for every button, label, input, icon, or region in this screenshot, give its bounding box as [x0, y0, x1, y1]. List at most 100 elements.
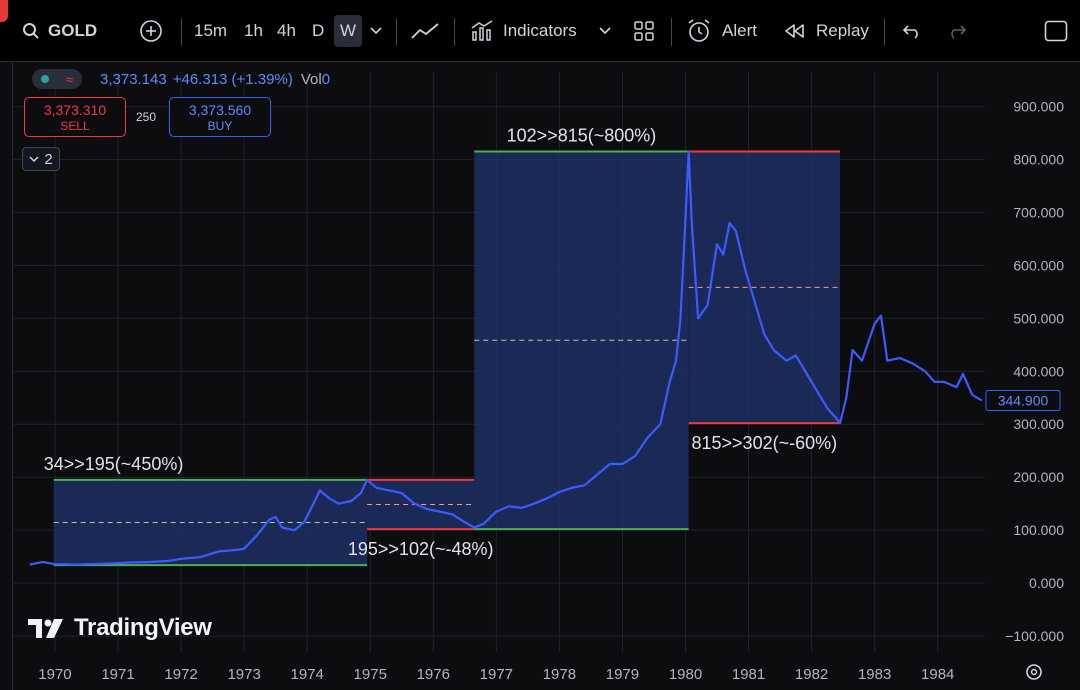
square-icon: [1044, 20, 1068, 42]
legend-price: 3,373.143: [100, 70, 167, 88]
legend-change: +46.313 (+1.39%): [172, 70, 293, 88]
compare-button[interactable]: [139, 0, 163, 62]
x-tick-label: 1975: [354, 666, 387, 683]
timeframe-d[interactable]: D: [312, 21, 325, 40]
fullscreen-button[interactable]: [1044, 0, 1068, 62]
last-price-label: 344.900: [998, 392, 1049, 408]
buy-label: BUY: [207, 119, 233, 133]
notification-marker: [0, 0, 8, 22]
toolbar-divider: [884, 18, 885, 46]
legend-status-pill[interactable]: ≈: [32, 69, 82, 89]
measure-label: 34>>195(~450%): [44, 454, 184, 474]
last-price-marker: 344.900: [985, 389, 1061, 411]
measure-label: 195>>102(~-48%): [348, 539, 494, 559]
timeframe-15m[interactable]: 15m: [194, 21, 228, 40]
toolbar-divider: [181, 18, 182, 46]
buy-price: 3,373.560: [188, 102, 252, 118]
undo-button[interactable]: [902, 0, 922, 62]
y-tick-label: 400.000: [1013, 363, 1064, 379]
indicators-icon: [471, 20, 493, 41]
chevron-down-icon: [599, 27, 611, 35]
indicators-label: Indicators: [503, 21, 577, 40]
spread-value: 250: [136, 110, 157, 124]
y-tick-label: 900.000: [1013, 98, 1064, 114]
measure-box: [367, 479, 475, 530]
sell-label: SELL: [60, 119, 90, 133]
price-chart[interactable]: 34>>195(~450%) 195>>102(~-48%) 102>>815(~8…: [0, 62, 1080, 690]
tradingview-logo-text: TradingView: [74, 614, 212, 641]
y-tick-label: 0.000: [1029, 575, 1064, 591]
indicators-dropdown[interactable]: [599, 0, 611, 62]
replay-button[interactable]: Replay: [784, 0, 869, 62]
legend-vol-label: Vol: [300, 70, 322, 88]
timeframe-4h[interactable]: 4h: [277, 21, 296, 40]
y-tick-label: 100.000: [1013, 522, 1064, 538]
tradingview-logo: TradingView: [28, 614, 212, 642]
toolbar-divider: [396, 18, 397, 46]
sell-price: 3,373.310: [43, 102, 107, 118]
replay-label: Replay: [816, 21, 869, 40]
measure-box: [474, 151, 689, 530]
indicator-count: 2: [44, 150, 53, 168]
chevron-down-icon: [370, 27, 382, 35]
layouts-button[interactable]: [633, 0, 655, 62]
x-tick-label: 1970: [38, 666, 71, 683]
settings-button[interactable]: [1026, 664, 1042, 680]
x-tick-label: 1979: [606, 666, 639, 683]
left-panel-edge: [0, 62, 13, 690]
y-tick-label: 300.000: [1013, 416, 1064, 432]
rewind-icon: [785, 24, 804, 38]
plus-circle-icon: [140, 20, 162, 42]
measure-labels: 34>>195(~450%) 195>>102(~-48%) 102>>815(~8…: [44, 125, 837, 559]
y-tick-label: 200.000: [1013, 469, 1064, 485]
price-line: [29, 150, 983, 566]
search-icon: [23, 23, 39, 39]
indicators-collapse-button[interactable]: 2: [22, 147, 60, 171]
y-axis: 900.000 800.000 700.000 600.000 500.000 400.0…: [1005, 98, 1064, 644]
symbol-search[interactable]: GOLD: [22, 0, 97, 62]
x-tick-label: 1978: [543, 666, 576, 683]
legend-vol-value: 0: [321, 70, 331, 88]
x-tick-label: 1983: [858, 666, 891, 683]
buy-button[interactable]: 3,373.560 BUY: [169, 97, 271, 137]
measure-label: 102>>815(~800%): [507, 125, 657, 145]
toolbar-divider: [671, 18, 672, 46]
toolbar-divider: [454, 18, 455, 46]
y-tick-label: −100.000: [1005, 628, 1064, 644]
timeframe-w[interactable]: W: [334, 15, 363, 47]
alert-button[interactable]: Alert: [686, 0, 757, 62]
symbol-legend: ≈ 3,373.143 +46.313 (+1.39%) Vol 0: [32, 68, 330, 90]
timeframe-dropdown[interactable]: [370, 0, 382, 62]
x-tick-label: 1972: [164, 666, 197, 683]
x-tick-label: 1981: [732, 666, 765, 683]
symbol-name: GOLD: [48, 21, 98, 40]
x-tick-label: 1976: [417, 666, 450, 683]
market-open-dot: [40, 75, 49, 83]
undo-icon: [902, 25, 918, 39]
y-tick-label: 700.000: [1013, 204, 1064, 220]
measure-boxes: [53, 150, 840, 567]
x-tick-label: 1982: [795, 666, 828, 683]
alarm-clock-icon: [688, 19, 710, 42]
redo-icon: [951, 25, 967, 39]
chart-type-button[interactable]: [410, 0, 440, 62]
x-tick-label: 1974: [291, 666, 324, 683]
measure-label: 815>>302(~-60%): [692, 433, 838, 453]
x-tick-label: 1980: [669, 666, 702, 683]
sell-button[interactable]: 3,373.310 SELL: [24, 97, 126, 137]
approx-icon: ≈: [66, 71, 74, 87]
chevron-down-icon: [29, 155, 39, 162]
line-chart-icon: [411, 23, 439, 39]
y-tick-label: 600.000: [1013, 257, 1064, 273]
gear-icon: [1026, 664, 1042, 680]
grid-layout-icon: [634, 21, 654, 41]
indicators-button[interactable]: Indicators: [470, 0, 577, 62]
timeframe-1h[interactable]: 1h: [244, 21, 263, 40]
x-axis: 1970 1971 1972 1973 1974 1975 1976 1977 1978 1979…: [38, 666, 954, 683]
x-tick-label: 1971: [101, 666, 134, 683]
alert-label: Alert: [722, 21, 757, 40]
x-tick-label: 1973: [227, 666, 260, 683]
top-toolbar: GOLD 15m 1h 4h D W Indicators Alert Repl…: [0, 0, 1080, 62]
tradingview-logo-icon: [28, 619, 63, 638]
redo-button[interactable]: [947, 0, 967, 62]
